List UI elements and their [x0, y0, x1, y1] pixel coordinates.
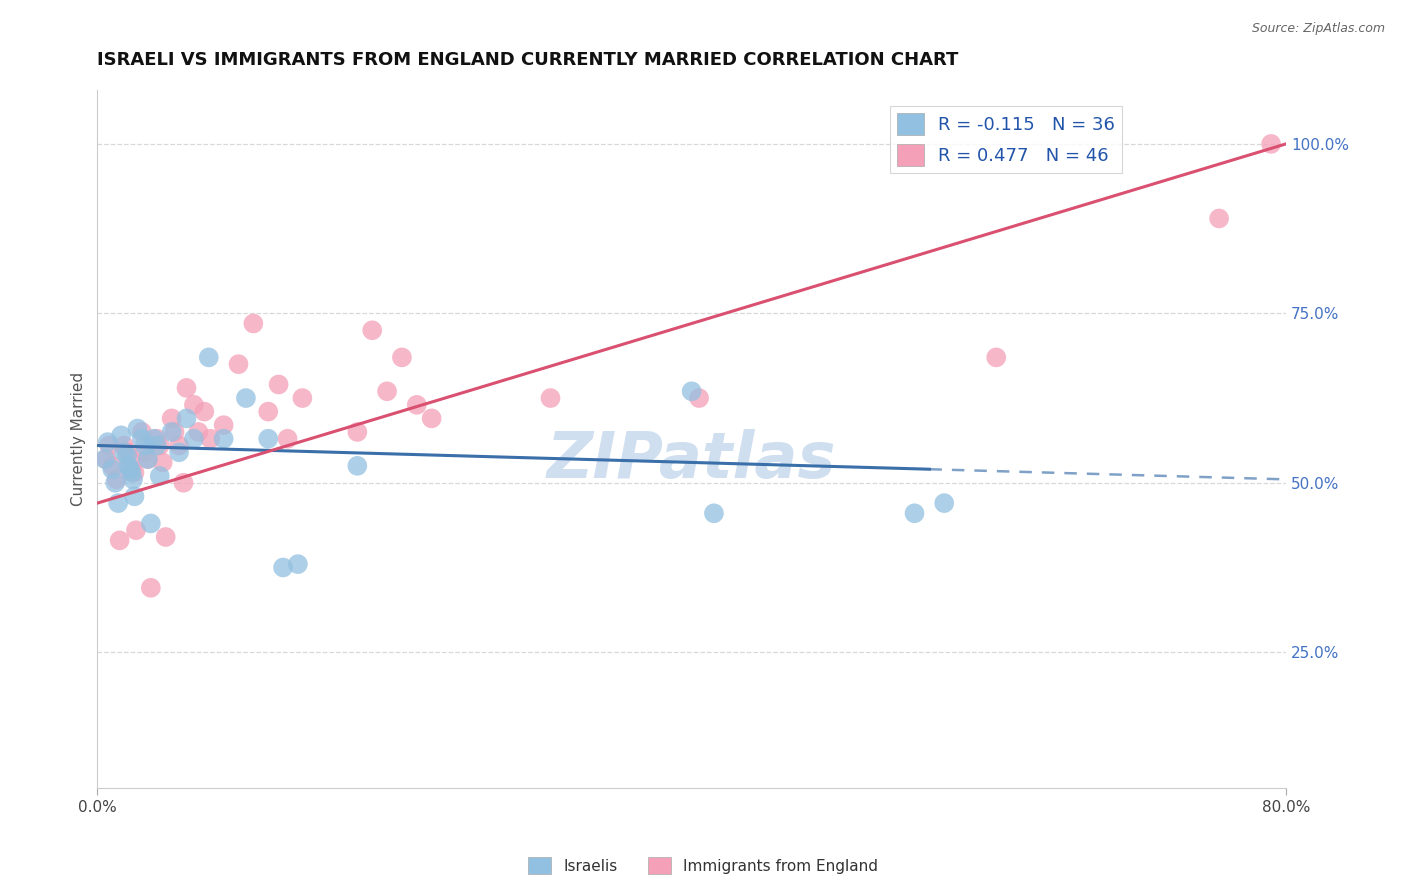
- Legend: R = -0.115   N = 36, R = 0.477   N = 46: R = -0.115 N = 36, R = 0.477 N = 46: [890, 105, 1122, 173]
- Point: [122, 472, 145, 486]
- Point: [934, 496, 956, 510]
- Point: [287, 557, 309, 571]
- Point: [257, 404, 280, 418]
- Point: [257, 432, 280, 446]
- Point: [212, 432, 235, 446]
- Point: [167, 438, 190, 452]
- Point: [96, 452, 118, 467]
- Point: [118, 452, 141, 467]
- Point: [108, 533, 131, 548]
- Point: [125, 523, 148, 537]
- Point: [136, 452, 159, 467]
- Point: [420, 411, 443, 425]
- Point: [212, 418, 235, 433]
- Point: [118, 462, 141, 476]
- Point: [176, 381, 198, 395]
- Point: [110, 428, 132, 442]
- Point: [193, 404, 215, 418]
- Point: [146, 432, 169, 446]
- Y-axis label: Currently Married: Currently Married: [72, 372, 86, 506]
- Point: [197, 351, 219, 365]
- Point: [235, 391, 257, 405]
- Point: [163, 425, 186, 439]
- Point: [688, 391, 710, 405]
- Point: [152, 455, 174, 469]
- Point: [139, 581, 162, 595]
- Point: [121, 462, 143, 476]
- Point: [112, 445, 135, 459]
- Point: [134, 438, 156, 452]
- Point: [1260, 136, 1282, 151]
- Point: [134, 445, 156, 459]
- Point: [986, 351, 1008, 365]
- Point: [98, 438, 121, 452]
- Point: [167, 445, 190, 459]
- Point: [117, 458, 139, 473]
- Point: [173, 475, 195, 490]
- Point: [405, 398, 427, 412]
- Point: [277, 432, 299, 446]
- Text: ZIPatlas: ZIPatlas: [547, 429, 837, 491]
- Point: [242, 317, 264, 331]
- Point: [115, 445, 138, 459]
- Point: [127, 421, 149, 435]
- Point: [267, 377, 290, 392]
- Point: [115, 449, 138, 463]
- Point: [681, 384, 703, 399]
- Point: [703, 506, 725, 520]
- Point: [187, 425, 209, 439]
- Point: [136, 452, 159, 467]
- Point: [131, 432, 153, 446]
- Point: [94, 452, 117, 467]
- Point: [149, 438, 172, 452]
- Point: [903, 506, 925, 520]
- Point: [105, 472, 128, 486]
- Point: [346, 458, 368, 473]
- Point: [101, 458, 124, 473]
- Point: [101, 462, 124, 476]
- Point: [142, 432, 165, 446]
- Point: [346, 425, 368, 439]
- Point: [124, 489, 146, 503]
- Point: [375, 384, 398, 399]
- Point: [183, 432, 205, 446]
- Point: [139, 516, 162, 531]
- Point: [160, 425, 183, 439]
- Point: [124, 466, 146, 480]
- Point: [160, 411, 183, 425]
- Point: [104, 475, 127, 490]
- Text: Source: ZipAtlas.com: Source: ZipAtlas.com: [1251, 22, 1385, 36]
- Point: [131, 425, 153, 439]
- Point: [361, 323, 384, 337]
- Point: [291, 391, 314, 405]
- Point: [183, 398, 205, 412]
- Point: [121, 466, 143, 480]
- Point: [391, 351, 413, 365]
- Point: [540, 391, 562, 405]
- Legend: Israelis, Immigrants from England: Israelis, Immigrants from England: [522, 851, 884, 880]
- Point: [271, 560, 294, 574]
- Point: [107, 496, 129, 510]
- Point: [200, 432, 222, 446]
- Point: [149, 469, 172, 483]
- Point: [112, 438, 135, 452]
- Point: [97, 435, 120, 450]
- Point: [155, 530, 177, 544]
- Point: [228, 357, 250, 371]
- Point: [176, 411, 198, 425]
- Point: [1208, 211, 1230, 226]
- Point: [146, 438, 169, 452]
- Text: ISRAELI VS IMMIGRANTS FROM ENGLAND CURRENTLY MARRIED CORRELATION CHART: ISRAELI VS IMMIGRANTS FROM ENGLAND CURRE…: [97, 51, 959, 69]
